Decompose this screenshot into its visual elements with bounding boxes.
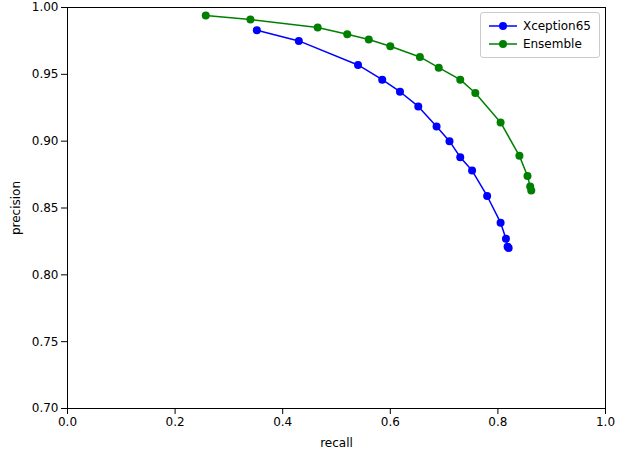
svg-text:0.85: 0.85 bbox=[32, 201, 59, 215]
svg-text:1.00: 1.00 bbox=[32, 0, 59, 14]
svg-text:0.90: 0.90 bbox=[32, 134, 59, 148]
svg-text:0.80: 0.80 bbox=[32, 268, 59, 282]
svg-text:0.2: 0.2 bbox=[166, 415, 185, 429]
svg-text:0.4: 0.4 bbox=[273, 415, 292, 429]
svg-text:recall: recall bbox=[320, 436, 353, 450]
svg-text:0.95: 0.95 bbox=[32, 67, 59, 81]
svg-text:precision: precision bbox=[9, 181, 23, 235]
svg-text:0.8: 0.8 bbox=[488, 415, 507, 429]
svg-text:0.6: 0.6 bbox=[381, 415, 400, 429]
svg-text:0.0: 0.0 bbox=[58, 415, 77, 429]
svg-text:0.75: 0.75 bbox=[32, 335, 59, 349]
svg-text:1.0: 1.0 bbox=[596, 415, 615, 429]
svg-text:0.70: 0.70 bbox=[32, 401, 59, 415]
html-text:Xception65: Xception65 bbox=[522, 19, 591, 33]
html-text:Ensemble: Ensemble bbox=[522, 37, 582, 51]
